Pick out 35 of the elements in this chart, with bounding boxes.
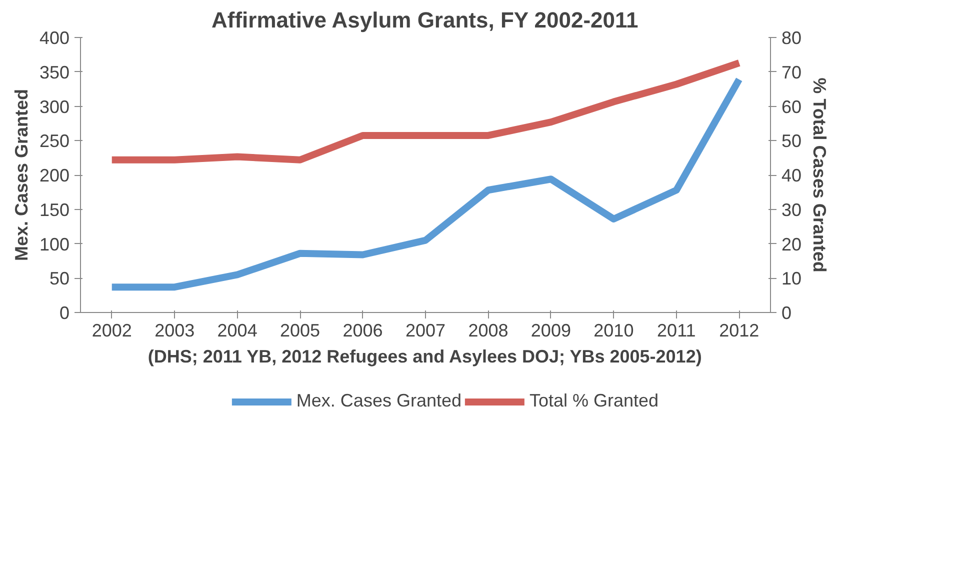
y-tick-label: 350 bbox=[39, 62, 70, 82]
x-tick-label: 2010 bbox=[594, 320, 634, 340]
chart-title: Affirmative Asylum Grants, FY 2002-2011 bbox=[212, 8, 638, 32]
legend-label: Mex. Cases Granted bbox=[296, 390, 462, 412]
x-tick-label: 2011 bbox=[657, 320, 696, 340]
y2-axis-title: % Total Cases Granted bbox=[810, 78, 830, 272]
y2-tick-label: 40 bbox=[782, 166, 802, 186]
y-tick-label: 400 bbox=[39, 28, 70, 48]
y-tick-label: 300 bbox=[39, 96, 70, 117]
x-tick-label: 2002 bbox=[92, 320, 132, 340]
y-axis-title: Mex. Cases Granted bbox=[11, 88, 32, 262]
legend-label: Total % Granted bbox=[530, 390, 659, 412]
y-tick-label: 250 bbox=[39, 131, 70, 152]
text: (DHS; 2011 YB, 2012 Refugees and Asylees DOJ; YBs 2005-2012) bbox=[148, 346, 702, 366]
y-tick-label: 50 bbox=[49, 268, 70, 289]
y2-tick-label: 20 bbox=[782, 234, 802, 254]
y2-tick-label: 10 bbox=[782, 268, 802, 289]
y2-tick-label: 70 bbox=[782, 62, 802, 82]
x-tick-label: 2012 bbox=[719, 320, 760, 340]
y2-tick-label: 30 bbox=[782, 200, 802, 220]
x-tick-label: 2007 bbox=[405, 320, 446, 340]
y2-tick-label: 50 bbox=[782, 131, 802, 152]
y-tick-label: 200 bbox=[39, 166, 70, 186]
x-tick-label: 2009 bbox=[530, 320, 571, 340]
y-tick-label: 100 bbox=[39, 234, 70, 254]
y2-tick-label: 0 bbox=[782, 303, 792, 323]
x-tick-label: 2003 bbox=[154, 320, 195, 340]
x-tick-label: 2006 bbox=[342, 320, 383, 340]
x-tick-label: 2008 bbox=[468, 320, 508, 340]
y-tick-label: 0 bbox=[59, 303, 70, 323]
x-tick-label: 2004 bbox=[217, 320, 258, 340]
y-tick-label: 150 bbox=[39, 200, 70, 220]
x-tick-label: 2005 bbox=[280, 320, 320, 340]
y2-tick-label: 80 bbox=[782, 28, 802, 48]
y2-tick-label: 60 bbox=[782, 96, 802, 117]
